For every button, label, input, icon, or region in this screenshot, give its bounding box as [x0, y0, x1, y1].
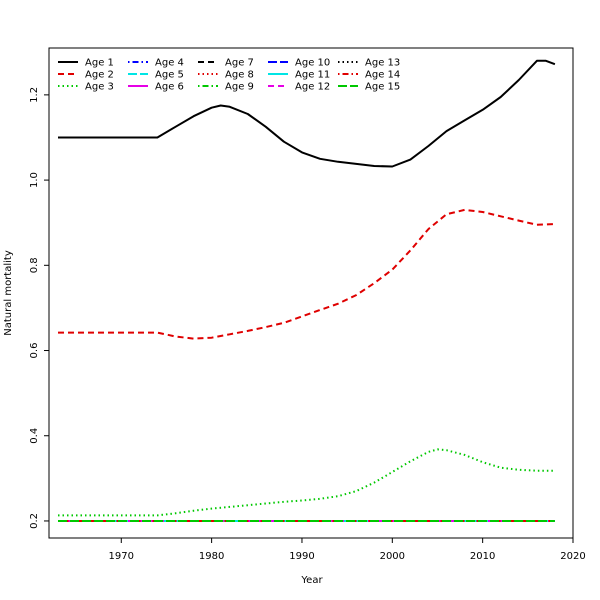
legend-label-age-12: Age 12	[295, 82, 330, 93]
legend-label-age-11: Age 11	[295, 70, 330, 81]
x-tick-label-1980: 1980	[199, 551, 224, 562]
legend-label-age-6: Age 6	[155, 82, 184, 93]
legend-label-age-9: Age 9	[225, 82, 254, 93]
legend-label-age-7: Age 7	[225, 58, 254, 69]
y-axis: 0.2 0.4 0.6 0.8 1.0 1.2	[29, 87, 49, 529]
y-axis-title: Natural mortality	[3, 250, 14, 336]
x-axis-title: Year	[300, 575, 323, 586]
x-axis: 1970 1980 1990 2000 2010 2020	[109, 538, 586, 562]
legend-entry-age-4: Age 4	[128, 58, 184, 69]
y-tick-label-0-8: 0.8	[29, 257, 40, 273]
y-tick-label-0-2: 0.2	[29, 513, 40, 529]
x-tick-label-2010: 2010	[470, 551, 495, 562]
legend-entry-age-13: Age 13	[338, 58, 400, 69]
legend-entry-age-10: Age 10	[268, 58, 330, 69]
series-line-age-2	[58, 208, 555, 340]
x-tick-label-1990: 1990	[289, 551, 314, 562]
legend-label-age-3: Age 3	[85, 82, 114, 93]
series-line-age-3	[58, 448, 555, 517]
legend-entry-age-9: Age 9	[198, 82, 254, 93]
y-tick-label-1: 1.0	[29, 172, 40, 188]
series-layer	[58, 59, 556, 522]
y-tick-label-1-2: 1.2	[29, 87, 40, 103]
legend-entry-age-15: Age 15	[338, 82, 400, 93]
legend-label-age-13: Age 13	[365, 58, 400, 69]
legend-label-age-2: Age 2	[85, 70, 114, 81]
legend-entry-age-8: Age 8	[198, 70, 254, 81]
legend-entry-age-6: Age 6	[128, 82, 184, 93]
legend-label-age-1: Age 1	[85, 58, 114, 69]
legend-entry-age-2: Age 2	[58, 70, 114, 81]
legend-entry-age-12: Age 12	[268, 82, 330, 93]
y-tick-label-0-4: 0.4	[29, 428, 40, 444]
legend-label-age-14: Age 14	[365, 70, 400, 81]
legend-entry-age-1: Age 1	[58, 58, 114, 69]
legend-entry-age-7: Age 7	[198, 58, 254, 69]
legend-label-age-8: Age 8	[225, 70, 254, 81]
x-tick-label-2000: 2000	[380, 551, 405, 562]
y-tick-label-0-6: 0.6	[29, 343, 40, 359]
x-tick-label-1970: 1970	[109, 551, 134, 562]
legend-entry-age-14: Age 14	[338, 70, 400, 81]
legend-entry-age-11: Age 11	[268, 70, 330, 81]
legend-label-age-5: Age 5	[155, 70, 184, 81]
x-tick-label-2020: 2020	[560, 551, 585, 562]
legend-label-age-15: Age 15	[365, 82, 400, 93]
series-line-age-1	[58, 59, 556, 168]
legend-label-age-10: Age 10	[295, 58, 330, 69]
legend-entry-age-5: Age 5	[128, 70, 184, 81]
legend-entry-age-3: Age 3	[58, 82, 114, 93]
legend-label-age-4: Age 4	[155, 58, 184, 69]
plot-frame	[48, 47, 574, 539]
